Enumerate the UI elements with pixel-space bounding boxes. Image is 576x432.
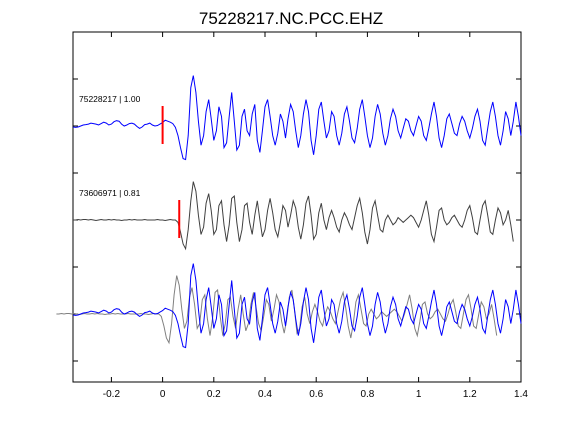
x-axis: -0.2 0 0.2 0.4 0.6 0.8 1 1.2 1.4 (103, 32, 528, 400)
plot-frame (72, 31, 522, 383)
trace-label-1: 75228217 | 1.00 (79, 94, 141, 104)
overlay-trace-1 (72, 263, 522, 349)
waveform-traces: 75228217 | 1.00 73606971 | 0.81 (56, 75, 522, 349)
x-tick-label: 1.2 (463, 389, 477, 400)
x-tick-label: 1 (416, 389, 422, 400)
overlay-trace-2 (56, 275, 498, 345)
x-tick-label: 0.4 (258, 389, 272, 400)
x-tick-label: 0.6 (309, 389, 323, 400)
trace-line-2 (73, 181, 514, 251)
x-tick-label: 0.8 (360, 389, 374, 400)
x-tick-label: 0 (160, 389, 166, 400)
trace-label-2: 73606971 | 0.81 (79, 188, 141, 198)
trace-line-1 (72, 75, 522, 161)
chart-title: 75228217.NC.PCC.EHZ (199, 9, 383, 28)
x-tick-label: 0.2 (207, 389, 221, 400)
x-tick-label: -0.2 (103, 389, 121, 400)
x-tick-label: 1.4 (514, 389, 528, 400)
